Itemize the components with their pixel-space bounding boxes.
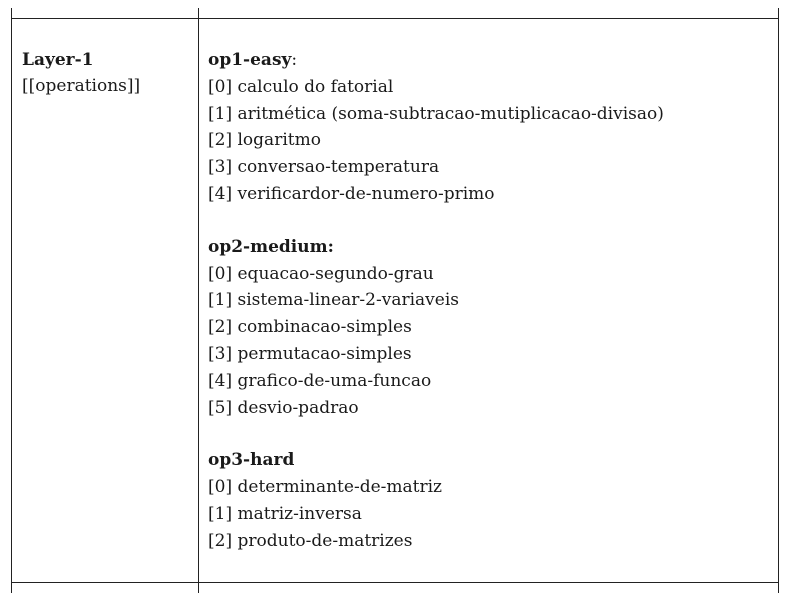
item-label: verificardor-de-numero-primo — [237, 183, 495, 204]
item-index: [2] — [208, 530, 233, 551]
group-suffix: : — [291, 50, 298, 70]
list-item: [4] grafico-de-uma-funcao — [208, 368, 664, 395]
item-label: sistema-linear-2-variaveis — [237, 290, 460, 311]
item-label: grafico-de-uma-funcao — [237, 370, 432, 391]
list-item: [2] produto-de-matrizes — [208, 528, 664, 555]
group-heading: op3-hard — [208, 447, 664, 474]
item-index: [2] — [208, 317, 233, 338]
item-index: [0] — [208, 263, 233, 284]
list-item: [3] conversao-temperatura — [208, 154, 664, 181]
item-label: equacao-segundo-grau — [237, 263, 434, 284]
item-index: [1] — [208, 503, 233, 524]
list-item: [4] verificardor-de-numero-primo — [208, 181, 664, 208]
layer-subtitle: [[operations]] — [22, 76, 141, 96]
operation-group-medium: op2-medium: [0] equacao-segundo-grau [1]… — [208, 234, 664, 422]
layer-title: Layer-1 — [22, 50, 94, 70]
item-index: [4] — [208, 370, 233, 391]
item-index: [4] — [208, 183, 233, 204]
item-label: matriz-inversa — [237, 503, 362, 524]
item-label: produto-de-matrizes — [237, 530, 413, 551]
item-label: aritmética (soma-subtracao-mutiplicacao-… — [237, 103, 664, 124]
list-item: [0] calculo do fatorial — [208, 74, 664, 101]
item-index: [1] — [208, 103, 233, 124]
group-heading: op1-easy: — [208, 47, 664, 74]
list-item: [2] logaritmo — [208, 127, 664, 154]
item-label: determinante-de-matriz — [237, 477, 442, 498]
layer-cell: Layer-1 [[operations]] — [22, 47, 140, 99]
item-index: [0] — [208, 477, 233, 498]
item-index: [2] — [208, 130, 233, 151]
group-name: op1-easy — [208, 50, 292, 70]
table-left-border — [11, 8, 12, 593]
item-label: calculo do fatorial — [237, 76, 394, 97]
item-index: [5] — [208, 397, 233, 418]
list-item: [1] sistema-linear-2-variaveis — [208, 287, 664, 314]
list-item: [1] matriz-inversa — [208, 501, 664, 528]
operation-group-hard: op3-hard [0] determinante-de-matriz [1] … — [208, 447, 664, 554]
item-index: [3] — [208, 157, 233, 178]
item-label: conversao-temperatura — [237, 157, 440, 178]
table-top-border — [11, 18, 779, 19]
item-label: desvio-padrao — [237, 397, 359, 418]
list-item: [0] equacao-segundo-grau — [208, 261, 664, 288]
operations-cell: op1-easy: [0] calculo do fatorial [1] ar… — [208, 47, 664, 555]
item-label: permutacao-simples — [237, 343, 412, 364]
group-name: op3-hard — [208, 450, 295, 471]
item-label: logaritmo — [237, 130, 321, 151]
table-right-border — [778, 8, 779, 593]
group-heading: op2-medium: — [208, 234, 664, 261]
group-name: op2-medium: — [208, 236, 334, 257]
list-item: [5] desvio-padrao — [208, 395, 664, 422]
list-item: [0] determinante-de-matriz — [208, 474, 664, 501]
item-label: combinacao-simples — [237, 317, 412, 338]
list-item: [1] aritmética (soma-subtracao-mutiplica… — [208, 101, 664, 128]
item-index: [0] — [208, 76, 233, 97]
table-bottom-border — [11, 582, 779, 583]
table-column-divider — [198, 8, 199, 593]
item-index: [3] — [208, 343, 233, 364]
list-item: [3] permutacao-simples — [208, 341, 664, 368]
item-index: [1] — [208, 290, 233, 311]
list-item: [2] combinacao-simples — [208, 314, 664, 341]
operation-group-easy: op1-easy: [0] calculo do fatorial [1] ar… — [208, 47, 664, 208]
